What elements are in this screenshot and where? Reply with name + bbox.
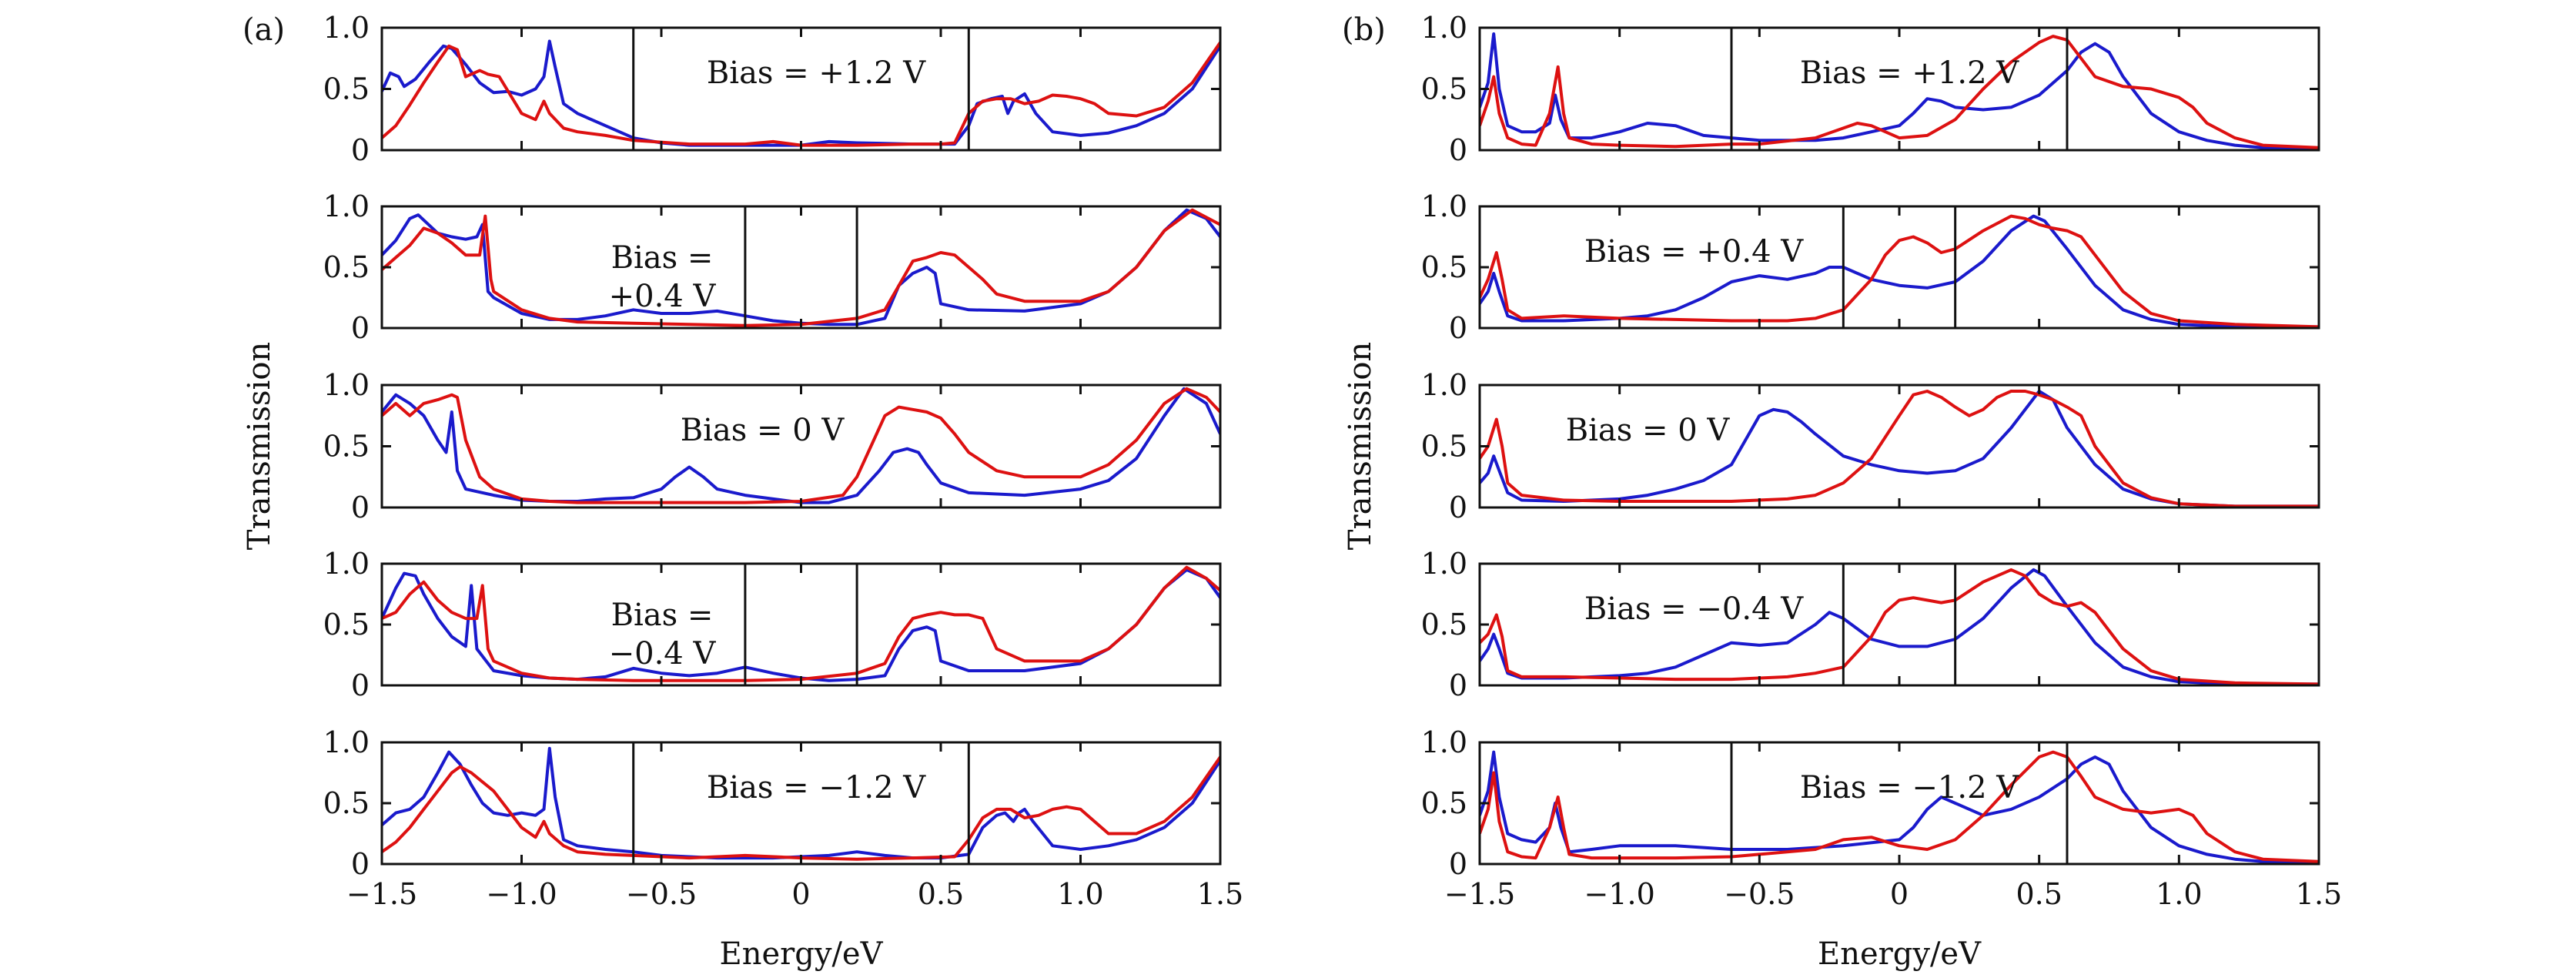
y-tick-label: 1.0 [1421, 11, 1467, 45]
x-tick-label: −1.0 [486, 877, 557, 911]
red-series-line [1480, 568, 2319, 685]
x-axis-title: Energy/eV [720, 936, 884, 972]
y-tick-label: 1.0 [323, 368, 370, 402]
bias-annotation: Bias = −0.4 V [1584, 591, 1804, 627]
subplot: 0 0.5 1.0 Bias = −0.4 V [1421, 547, 2320, 702]
subplot: 0 0.5 1.0 Bias = +1.2 V [323, 11, 1222, 167]
y-tick-label: 0.5 [1421, 430, 1467, 464]
blue-series-line [1480, 214, 2319, 328]
red-series-line [382, 387, 1220, 504]
bias-annotation: Bias = −1.2 V [707, 770, 926, 806]
y-tick-label: 0 [351, 133, 370, 167]
x-tick-label: 0 [791, 877, 810, 911]
red-series-line [382, 208, 1220, 327]
red-series-line [1480, 214, 2319, 328]
x-tick-label: −1.0 [1584, 877, 1655, 911]
x-axis-title: Energy/eV [1818, 936, 1982, 972]
panel-label: (a) [243, 12, 285, 48]
y-tick-label: 0 [1449, 668, 1467, 702]
x-tick-label: 1.0 [1057, 877, 1103, 911]
blue-series-line [1480, 750, 2319, 864]
red-series-line [382, 41, 1220, 147]
y-tick-label: 0.5 [1421, 608, 1467, 641]
x-tick-label: −0.5 [626, 877, 697, 911]
subplot: 0 0.5 1.0 Bias = −1.2 V [1421, 725, 2320, 881]
x-tick-label: 0.5 [2016, 877, 2062, 911]
bias-annotation: Bias = +0.4 V [1584, 234, 1804, 270]
subplot: 0 0.5 1.0 Bias = 0 V [1421, 368, 2320, 524]
y-tick-label: 0.5 [323, 72, 370, 106]
subplot: 0 0.5 1.0 Bias = +0.4 V [1421, 189, 2320, 345]
red-series-line [1480, 750, 2319, 863]
red-series-line [1480, 35, 2319, 149]
y-tick-label: 0.5 [1421, 786, 1467, 820]
red-series-line [382, 565, 1220, 682]
y-tick-label: 0 [351, 311, 370, 345]
y-tick-label: 1.0 [1421, 368, 1467, 402]
y-tick-label: 0 [351, 668, 370, 702]
x-tick-label: 1.5 [1197, 877, 1243, 911]
x-tick-label: −1.5 [1444, 877, 1515, 911]
subplot: 0 0.5 1.0 Bias = 0 V [323, 368, 1222, 524]
y-tick-label: 0.5 [323, 430, 370, 464]
blue-series-line [382, 208, 1220, 327]
y-tick-label: 0.5 [323, 608, 370, 641]
x-tick-label: 0 [1890, 877, 1909, 911]
bias-annotation: Bias = −0.4 V [609, 598, 717, 672]
blue-series-line [382, 568, 1220, 682]
y-tick-label: 0.5 [1421, 72, 1467, 106]
bias-annotation: Bias = −1.2 V [1800, 770, 2019, 806]
y-tick-label: 1.0 [323, 725, 370, 759]
y-tick-label: 0 [351, 491, 370, 524]
y-axis-title: Transmission [242, 342, 277, 550]
subplot: 0 0.5 1.0 Bias = −1.2 V [323, 725, 1222, 881]
red-series-line [382, 755, 1220, 861]
y-tick-label: 1.0 [323, 189, 370, 223]
subplot-frame [380, 205, 1222, 330]
y-tick-label: 0 [1449, 847, 1467, 881]
panel-a: (a) 0 0.5 1.0 Bias = +1.2 V 0 0.5 1.0 Bias = +0.4… [242, 11, 1243, 972]
blue-series-line [1480, 568, 2319, 685]
y-tick-label: 0.5 [1421, 250, 1467, 284]
x-tick-label: 1.0 [2156, 877, 2202, 911]
y-tick-label: 1.0 [1421, 725, 1467, 759]
subplot: 0 0.5 1.0 Bias = +1.2 V [1421, 11, 2320, 167]
x-tick-label: 1.5 [2296, 877, 2342, 911]
y-tick-label: 1.0 [323, 11, 370, 45]
panel-label: (b) [1342, 12, 1386, 48]
y-tick-label: 1.0 [1421, 547, 1467, 581]
x-tick-label: 0.5 [918, 877, 964, 911]
panel-b: (b) 0 0.5 1.0 Bias = +1.2 V 0 0.5 1.0 Bias = +0.… [1342, 11, 2342, 972]
y-tick-label: 0 [1449, 491, 1467, 524]
x-tick-label: −1.5 [346, 877, 417, 911]
bias-annotation: Bias = +1.2 V [1800, 55, 2019, 91]
bias-annotation: Bias = +1.2 V [707, 55, 926, 91]
blue-series-line [1480, 390, 2319, 507]
x-tick-label: −0.5 [1724, 877, 1795, 911]
y-axis-title: Transmission [1343, 342, 1378, 550]
y-tick-label: 0 [1449, 133, 1467, 167]
y-tick-label: 0 [1449, 311, 1467, 345]
red-series-line [1480, 390, 2319, 507]
bias-annotation: Bias = +0.4 V [609, 240, 717, 314]
subplot: 0 0.5 1.0 Bias = −0.4 V [323, 547, 1222, 702]
blue-series-line [1480, 32, 2319, 150]
y-tick-label: 1.0 [1421, 189, 1467, 223]
subplot: 0 0.5 1.0 Bias = +0.4 V [323, 189, 1222, 345]
bias-annotation: Bias = 0 V [1566, 413, 1731, 448]
y-tick-label: 1.0 [323, 547, 370, 581]
y-tick-label: 0.5 [323, 250, 370, 284]
y-tick-label: 0.5 [323, 786, 370, 820]
y-tick-label: 0 [351, 847, 370, 881]
blue-series-line [382, 387, 1220, 504]
bias-annotation: Bias = 0 V [681, 413, 845, 448]
